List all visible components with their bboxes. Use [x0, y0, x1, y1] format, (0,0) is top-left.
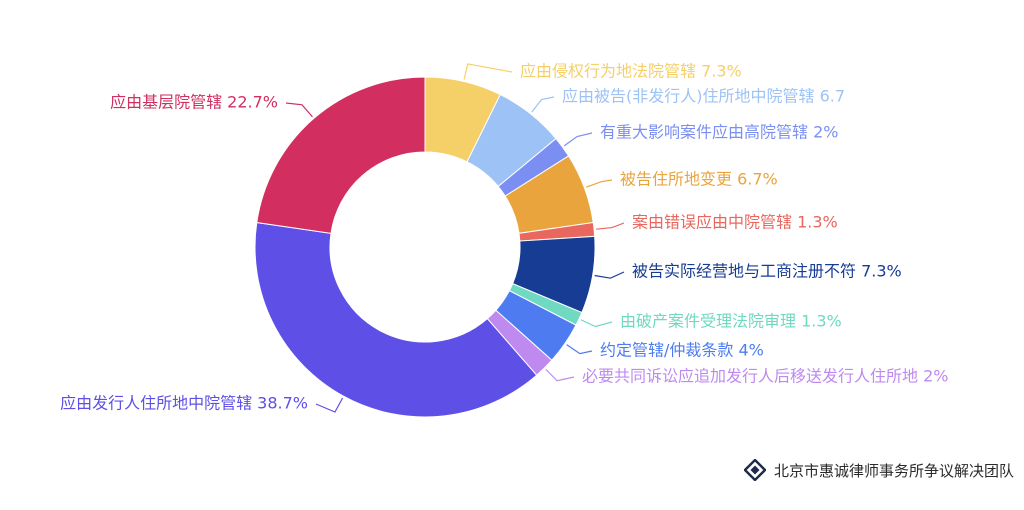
slices-group	[254, 76, 596, 418]
slice-label-8: 必要共同诉讼应追加发行人后移送发行人住所地 2%	[582, 367, 948, 386]
slice-label-1: 应由被告(非发行人)住所地中院管辖 6.7	[562, 87, 845, 106]
leader-line-4	[596, 222, 625, 230]
leader-line-3	[586, 179, 613, 188]
leader-line-10	[285, 102, 313, 118]
leader-line-8	[545, 368, 575, 382]
footer-brand: 北京市惠诚律师事务所争议解决团队	[743, 459, 1014, 481]
leader-line-7	[566, 344, 593, 355]
slice-label-10: 应由基层院管辖 22.7%	[110, 93, 278, 112]
diamond-logo-icon	[743, 459, 766, 481]
slice-label-2: 有重大影响案件应由高院管辖 2%	[600, 123, 838, 142]
slice-10[interactable]	[256, 76, 426, 234]
leader-line-1	[531, 96, 555, 113]
leader-lines-group	[285, 63, 625, 413]
leader-line-2	[563, 132, 593, 147]
slice-label-6: 由破产案件受理法院审理 1.3%	[620, 312, 842, 331]
labels-group: 应由侵权行为地法院管辖 7.3% 应由被告(非发行人)住所地中院管辖 6.7 有重大…	[60, 62, 948, 413]
leader-line-6	[580, 319, 613, 328]
slice-label-0: 应由侵权行为地法院管辖 7.3%	[520, 62, 742, 81]
leader-line-9	[315, 397, 344, 413]
footer-text: 北京市惠诚律师事务所争议解决团队	[773, 461, 1014, 480]
slice-label-9: 应由发行人住所地中院管辖 38.7%	[60, 394, 308, 413]
leader-line-0	[463, 63, 513, 80]
slice-label-3: 被告住所地变更 6.7%	[620, 170, 778, 189]
leader-line-5	[594, 271, 625, 279]
slice-label-7: 约定管辖/仲裁条款 4%	[600, 341, 764, 360]
slice-label-5: 被告实际经营地与工商注册不符 7.3%	[632, 262, 902, 281]
slice-9[interactable]	[254, 221, 538, 418]
slice-label-4: 案由错误应由中院管辖 1.3%	[632, 213, 838, 232]
